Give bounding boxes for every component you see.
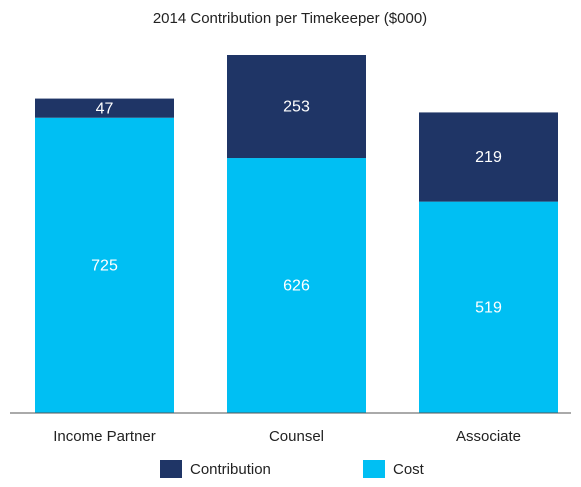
bar-segment	[227, 55, 366, 159]
bar-segment	[35, 98, 174, 118]
legend-swatch	[363, 460, 385, 478]
chart-title: 2014 Contribution per Timekeeper ($000)	[153, 10, 427, 27]
value-label: 47	[96, 100, 114, 117]
bar-segment	[227, 158, 366, 413]
value-label: 219	[475, 149, 502, 166]
value-label: 519	[475, 300, 502, 317]
bar-segment	[419, 112, 558, 202]
value-label: 725	[91, 258, 118, 275]
bar-segment	[35, 117, 174, 413]
x-tick-label: Income Partner	[53, 428, 156, 445]
legend-label: Cost	[393, 461, 425, 478]
value-label: 253	[283, 99, 310, 116]
x-tick-label: Counsel	[269, 428, 324, 445]
legend-swatch	[160, 460, 182, 478]
bar-segment	[419, 201, 558, 413]
value-label: 626	[283, 278, 310, 295]
x-tick-label: Associate	[456, 428, 521, 445]
legend-label: Contribution	[190, 461, 271, 478]
